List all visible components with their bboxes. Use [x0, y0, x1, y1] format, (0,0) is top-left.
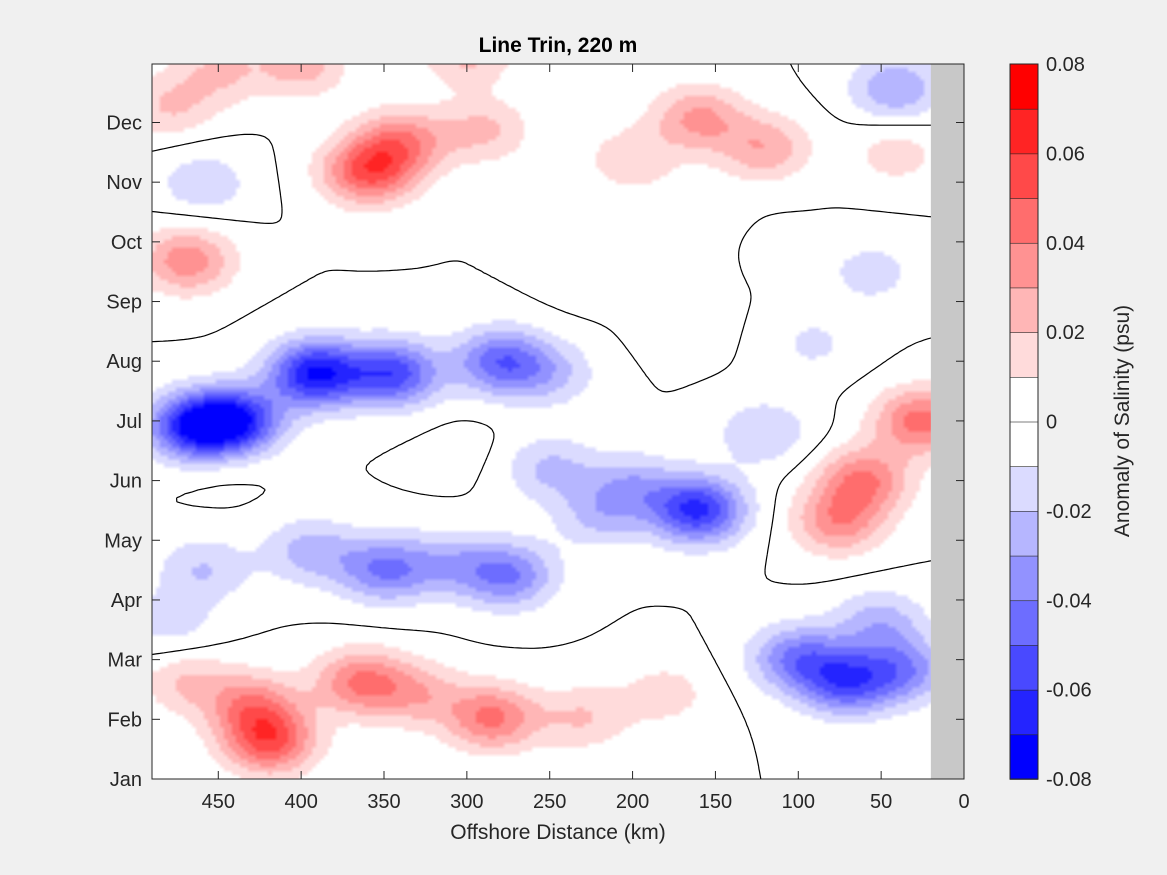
colorbar-band	[1009, 599, 1039, 646]
x-tick-label: 450	[202, 791, 235, 813]
colorbar-tick-label: -0.08	[1046, 769, 1092, 791]
colorbar-band	[1009, 510, 1039, 557]
colorbar-band	[1009, 63, 1039, 110]
colorbar: 0.08 0.06 0.04 0.02 0 -0.02 -0.04 -0.06 -0.08 An…	[1009, 54, 1134, 791]
y-axis: Jan Feb Mar Apr May Jun Jul Aug Sep Oct Nov Dec	[104, 112, 964, 791]
colorbar-band	[1009, 689, 1039, 736]
colorbar-band	[1009, 376, 1039, 423]
colorbar-band	[1009, 734, 1039, 780]
plot-frame	[151, 63, 965, 780]
x-tick-label: 250	[533, 791, 566, 813]
colorbar-band	[1009, 287, 1039, 333]
y-tick-label: Mar	[108, 650, 143, 672]
colorbar-tick-label: 0.02	[1046, 322, 1085, 344]
zero-contour-line	[152, 64, 964, 779]
x-tick-label: 400	[284, 791, 317, 813]
colorbar-band	[1009, 331, 1039, 378]
colorbar-tick-label: 0.08	[1046, 54, 1085, 76]
y-tick-label: Oct	[111, 232, 143, 254]
colorbar-band	[1009, 108, 1039, 155]
y-tick-label: Jan	[110, 769, 142, 791]
colorbar-band	[1009, 555, 1039, 602]
y-tick-label: Sep	[106, 292, 142, 314]
y-tick-label: Dec	[106, 112, 142, 134]
x-tick-label: 200	[616, 791, 649, 813]
salinity-anomaly-field	[152, 64, 964, 779]
colorbar-tick-label: -0.02	[1046, 501, 1092, 523]
x-axis: 450 400 350 300 250 200 150 100 50 0	[202, 64, 970, 813]
colorbar-tick-label: 0	[1046, 412, 1057, 434]
colorbar-band	[1009, 242, 1039, 289]
plot-area: 450 400 350 300 250 200 150 100 50 0 Jan Feb Mar Apr…	[104, 63, 970, 813]
colorbar-band	[1009, 197, 1039, 244]
x-tick-label: 50	[870, 791, 892, 813]
colorbar-tick-label: 0.04	[1046, 233, 1085, 255]
y-tick-label: May	[104, 530, 142, 552]
colorbar-band	[1009, 465, 1039, 512]
x-tick-label: 150	[699, 791, 732, 813]
colorbar-tick-label: 0.06	[1046, 143, 1085, 165]
colorbar-label: Anomaly of Salinity (psu)	[1111, 305, 1134, 537]
colorbar-band	[1009, 421, 1039, 467]
colorbar-band	[1009, 153, 1039, 199]
x-tick-label: 100	[782, 791, 815, 813]
colorbar-frame	[1009, 63, 1039, 780]
y-tick-label: Feb	[108, 709, 142, 731]
y-tick-label: Nov	[106, 172, 142, 194]
y-tick-label: Aug	[106, 351, 142, 373]
y-tick-label: Apr	[111, 590, 142, 612]
x-tick-label: 350	[367, 791, 400, 813]
colorbar-ticks: 0.08 0.06 0.04 0.02 0 -0.02 -0.04 -0.06 -0.08	[1046, 54, 1092, 791]
colorbar-band	[1009, 644, 1039, 691]
colorbar-tick-label: -0.04	[1046, 590, 1092, 612]
y-tick-label: Jul	[116, 411, 142, 433]
colorbar-bands	[1009, 63, 1039, 780]
chart-title: Line Trin, 220 m	[479, 34, 638, 57]
y-tick-label: Jun	[110, 471, 142, 493]
no-data-region	[930, 64, 964, 779]
colorbar-tick-label: -0.06	[1046, 680, 1092, 702]
x-tick-label: 300	[450, 791, 483, 813]
x-axis-label: Offshore Distance (km)	[450, 821, 666, 844]
x-tick-label: 0	[958, 791, 969, 813]
